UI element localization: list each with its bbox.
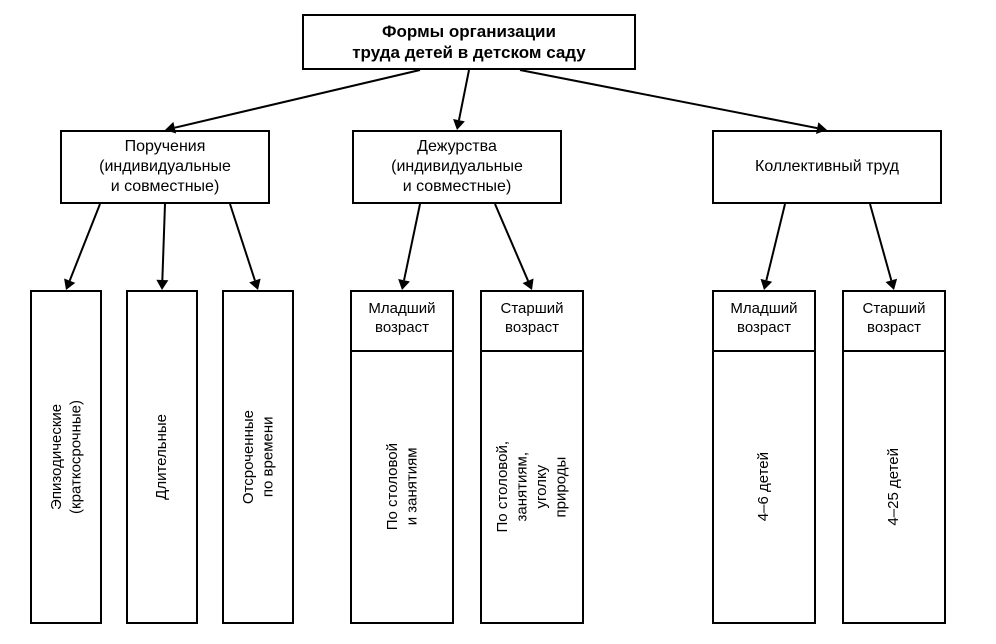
mid-collective: Коллективный труд bbox=[712, 130, 942, 204]
leaf-duty-young: Младший возраст По столовой и занятиям bbox=[350, 290, 454, 624]
leaf-longterm: Длительные bbox=[126, 290, 198, 624]
leaf-deferred-text: Отсроченные по времени bbox=[239, 410, 278, 504]
mid-assignments-l3: и совместные) bbox=[111, 177, 220, 197]
leaf-coll-old-body: 4–25 детей bbox=[884, 448, 904, 526]
leaf-coll-young-body-wrap: 4–6 детей bbox=[714, 352, 814, 622]
leaf-duty-young-body: По столовой и занятиям bbox=[383, 443, 422, 530]
mid-duties-l2: (индивидуальные bbox=[391, 157, 523, 177]
leaf-coll-young: Младший возраст 4–6 детей bbox=[712, 290, 816, 624]
mid-assignments-l2: (индивидуальные bbox=[99, 157, 231, 177]
leaf-coll-young-header: Младший возраст bbox=[714, 292, 814, 352]
leaf-duty-old-body-wrap: По столовой, занятиям, уголку природы bbox=[482, 352, 582, 622]
mid-duties-l1: Дежурства bbox=[417, 137, 497, 157]
leaf-deferred: Отсроченные по времени bbox=[222, 290, 294, 624]
mid-collective-l1: Коллективный труд bbox=[755, 157, 899, 177]
leaf-duty-old-header: Старший возраст bbox=[482, 292, 582, 352]
mid-assignments-l1: Поручения bbox=[125, 137, 206, 157]
mid-duties-l3: и совместные) bbox=[403, 177, 512, 197]
mid-duties: Дежурства (индивидуальные и совместные) bbox=[352, 130, 562, 204]
root-node: Формы организации труда детей в детском … bbox=[302, 14, 636, 70]
leaf-duty-old-body: По столовой, занятиям, уголку природы bbox=[493, 441, 571, 532]
root-line2: труда детей в детском саду bbox=[352, 42, 586, 63]
leaf-coll-old-header: Старший возраст bbox=[844, 292, 944, 352]
leaf-episodic-text: Эпизодические (краткосрочные) bbox=[47, 400, 86, 514]
leaf-duty-young-header: Младший возраст bbox=[352, 292, 452, 352]
leaf-longterm-text: Длительные bbox=[152, 414, 172, 500]
leaf-coll-young-body: 4–6 детей bbox=[754, 452, 774, 521]
leaf-episodic: Эпизодические (краткосрочные) bbox=[30, 290, 102, 624]
leaf-duty-old: Старший возраст По столовой, занятиям, у… bbox=[480, 290, 584, 624]
leaf-duty-young-body-wrap: По столовой и занятиям bbox=[352, 352, 452, 622]
leaf-coll-old: Старший возраст 4–25 детей bbox=[842, 290, 946, 624]
leaf-coll-old-body-wrap: 4–25 детей bbox=[844, 352, 944, 622]
root-line1: Формы организации bbox=[382, 21, 556, 42]
mid-assignments: Поручения (индивидуальные и совместные) bbox=[60, 130, 270, 204]
